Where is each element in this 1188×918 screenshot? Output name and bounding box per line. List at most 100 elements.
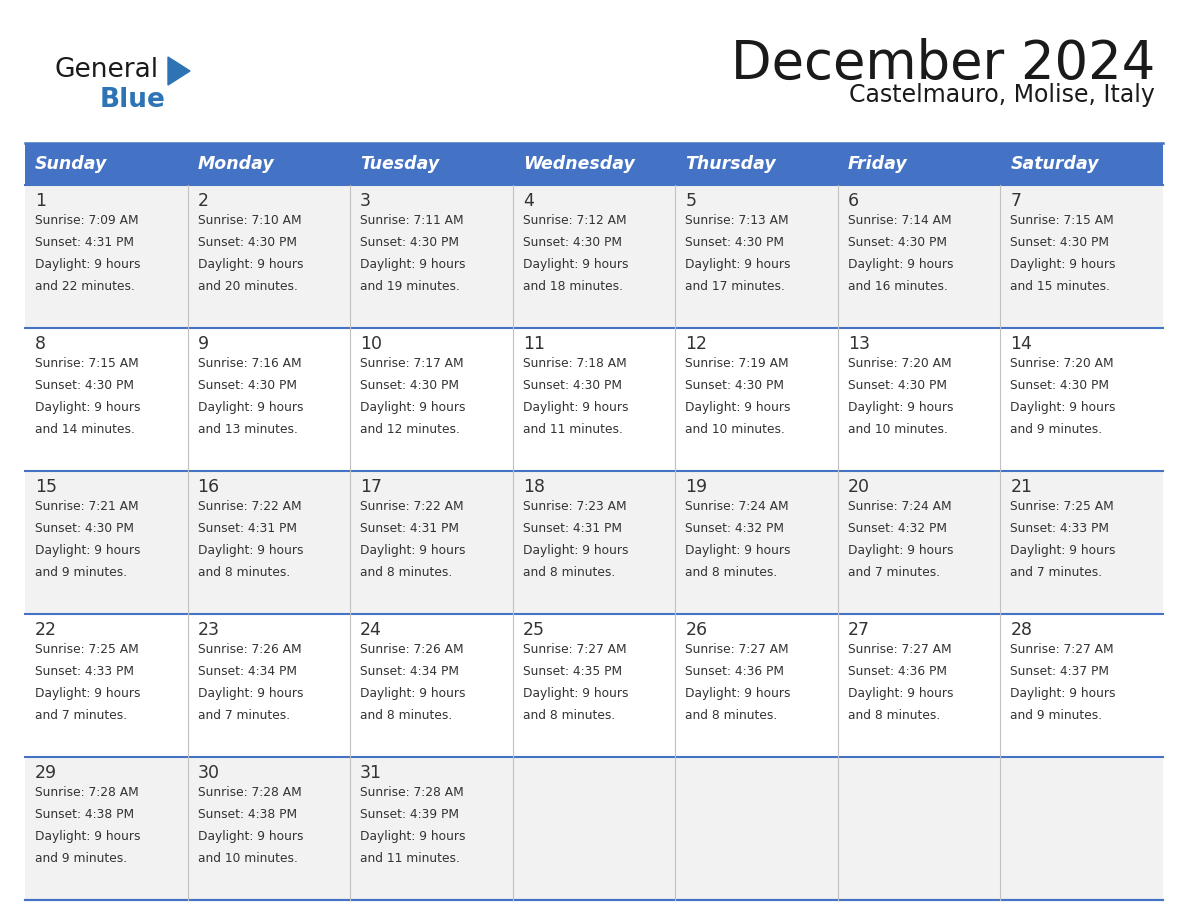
Text: Daylight: 9 hours: Daylight: 9 hours — [685, 544, 791, 557]
Text: Daylight: 9 hours: Daylight: 9 hours — [1011, 258, 1116, 272]
Bar — [25, 757, 188, 900]
Text: Sunrise: 7:15 AM: Sunrise: 7:15 AM — [34, 357, 139, 370]
Text: Sunset: 4:30 PM: Sunset: 4:30 PM — [848, 379, 947, 392]
Text: and 10 minutes.: and 10 minutes. — [197, 853, 297, 866]
Text: Daylight: 9 hours: Daylight: 9 hours — [197, 258, 303, 272]
Text: 30: 30 — [197, 764, 220, 782]
Text: Sunset: 4:30 PM: Sunset: 4:30 PM — [360, 236, 459, 249]
Text: and 8 minutes.: and 8 minutes. — [523, 710, 615, 722]
Bar — [1000, 471, 1163, 614]
Text: 17: 17 — [360, 478, 383, 496]
Bar — [188, 757, 350, 900]
Text: Daylight: 9 hours: Daylight: 9 hours — [685, 401, 791, 414]
Text: 2: 2 — [197, 192, 209, 210]
Text: Sunset: 4:31 PM: Sunset: 4:31 PM — [197, 522, 297, 535]
Bar — [350, 185, 513, 328]
Text: Sunset: 4:30 PM: Sunset: 4:30 PM — [34, 379, 134, 392]
Text: Sunrise: 7:28 AM: Sunrise: 7:28 AM — [360, 786, 463, 799]
Text: Daylight: 9 hours: Daylight: 9 hours — [523, 401, 628, 414]
Text: Sunrise: 7:19 AM: Sunrise: 7:19 AM — [685, 357, 789, 370]
Text: 4: 4 — [523, 192, 533, 210]
Text: and 10 minutes.: and 10 minutes. — [685, 423, 785, 436]
Text: Daylight: 9 hours: Daylight: 9 hours — [848, 401, 953, 414]
Text: and 19 minutes.: and 19 minutes. — [360, 281, 460, 294]
Text: 24: 24 — [360, 621, 383, 639]
Text: Sunrise: 7:21 AM: Sunrise: 7:21 AM — [34, 500, 139, 513]
Text: and 11 minutes.: and 11 minutes. — [360, 853, 460, 866]
Text: and 12 minutes.: and 12 minutes. — [360, 423, 460, 436]
Text: 5: 5 — [685, 192, 696, 210]
Bar — [1000, 757, 1163, 900]
Text: 31: 31 — [360, 764, 383, 782]
Text: and 7 minutes.: and 7 minutes. — [197, 710, 290, 722]
Text: 27: 27 — [848, 621, 870, 639]
Text: Sunrise: 7:25 AM: Sunrise: 7:25 AM — [34, 643, 139, 656]
Text: and 16 minutes.: and 16 minutes. — [848, 281, 948, 294]
Text: Blue: Blue — [100, 87, 166, 113]
Text: Sunset: 4:36 PM: Sunset: 4:36 PM — [848, 666, 947, 678]
Text: Daylight: 9 hours: Daylight: 9 hours — [34, 830, 140, 844]
Bar — [1000, 328, 1163, 471]
Text: Daylight: 9 hours: Daylight: 9 hours — [34, 258, 140, 272]
Text: Daylight: 9 hours: Daylight: 9 hours — [360, 401, 466, 414]
Text: Sunrise: 7:23 AM: Sunrise: 7:23 AM — [523, 500, 626, 513]
Bar — [675, 471, 838, 614]
Bar — [25, 328, 188, 471]
Text: Sunset: 4:30 PM: Sunset: 4:30 PM — [360, 379, 459, 392]
Text: Daylight: 9 hours: Daylight: 9 hours — [360, 830, 466, 844]
Text: Sunset: 4:39 PM: Sunset: 4:39 PM — [360, 808, 459, 822]
Text: Sunrise: 7:12 AM: Sunrise: 7:12 AM — [523, 214, 626, 227]
Text: and 11 minutes.: and 11 minutes. — [523, 423, 623, 436]
Bar — [838, 614, 1000, 757]
Text: 22: 22 — [34, 621, 57, 639]
Text: Saturday: Saturday — [1011, 155, 1099, 173]
Bar — [675, 143, 838, 185]
Text: 9: 9 — [197, 335, 209, 353]
Text: and 18 minutes.: and 18 minutes. — [523, 281, 623, 294]
Bar — [188, 185, 350, 328]
Text: Sunset: 4:33 PM: Sunset: 4:33 PM — [1011, 522, 1110, 535]
Text: and 9 minutes.: and 9 minutes. — [1011, 710, 1102, 722]
Text: Sunset: 4:38 PM: Sunset: 4:38 PM — [197, 808, 297, 822]
Text: Sunset: 4:30 PM: Sunset: 4:30 PM — [848, 236, 947, 249]
Text: 21: 21 — [1011, 478, 1032, 496]
Text: 7: 7 — [1011, 192, 1022, 210]
Text: Sunrise: 7:28 AM: Sunrise: 7:28 AM — [197, 786, 302, 799]
Text: 25: 25 — [523, 621, 545, 639]
Bar — [838, 185, 1000, 328]
Text: 11: 11 — [523, 335, 545, 353]
Text: Daylight: 9 hours: Daylight: 9 hours — [197, 544, 303, 557]
Text: Sunrise: 7:18 AM: Sunrise: 7:18 AM — [523, 357, 626, 370]
Text: Wednesday: Wednesday — [523, 155, 634, 173]
Text: and 9 minutes.: and 9 minutes. — [34, 566, 127, 579]
Text: Friday: Friday — [848, 155, 908, 173]
Text: Sunrise: 7:11 AM: Sunrise: 7:11 AM — [360, 214, 463, 227]
Text: 6: 6 — [848, 192, 859, 210]
Bar — [513, 614, 675, 757]
Bar — [513, 328, 675, 471]
Text: Daylight: 9 hours: Daylight: 9 hours — [360, 688, 466, 700]
Text: Daylight: 9 hours: Daylight: 9 hours — [1011, 688, 1116, 700]
Text: 23: 23 — [197, 621, 220, 639]
Text: Tuesday: Tuesday — [360, 155, 440, 173]
Text: Daylight: 9 hours: Daylight: 9 hours — [360, 258, 466, 272]
Bar — [350, 471, 513, 614]
Text: and 8 minutes.: and 8 minutes. — [197, 566, 290, 579]
Text: Sunrise: 7:26 AM: Sunrise: 7:26 AM — [360, 643, 463, 656]
Text: Daylight: 9 hours: Daylight: 9 hours — [197, 830, 303, 844]
Text: 14: 14 — [1011, 335, 1032, 353]
Text: Daylight: 9 hours: Daylight: 9 hours — [34, 401, 140, 414]
Text: Sunrise: 7:09 AM: Sunrise: 7:09 AM — [34, 214, 139, 227]
Text: 13: 13 — [848, 335, 870, 353]
Text: Sunset: 4:30 PM: Sunset: 4:30 PM — [34, 522, 134, 535]
Bar — [25, 614, 188, 757]
Text: Sunset: 4:30 PM: Sunset: 4:30 PM — [523, 236, 621, 249]
Bar — [350, 757, 513, 900]
Text: Daylight: 9 hours: Daylight: 9 hours — [360, 544, 466, 557]
Text: 1: 1 — [34, 192, 46, 210]
Bar — [188, 471, 350, 614]
Text: Sunrise: 7:17 AM: Sunrise: 7:17 AM — [360, 357, 463, 370]
Text: Sunday: Sunday — [34, 155, 107, 173]
Text: and 7 minutes.: and 7 minutes. — [34, 710, 127, 722]
Bar — [350, 328, 513, 471]
